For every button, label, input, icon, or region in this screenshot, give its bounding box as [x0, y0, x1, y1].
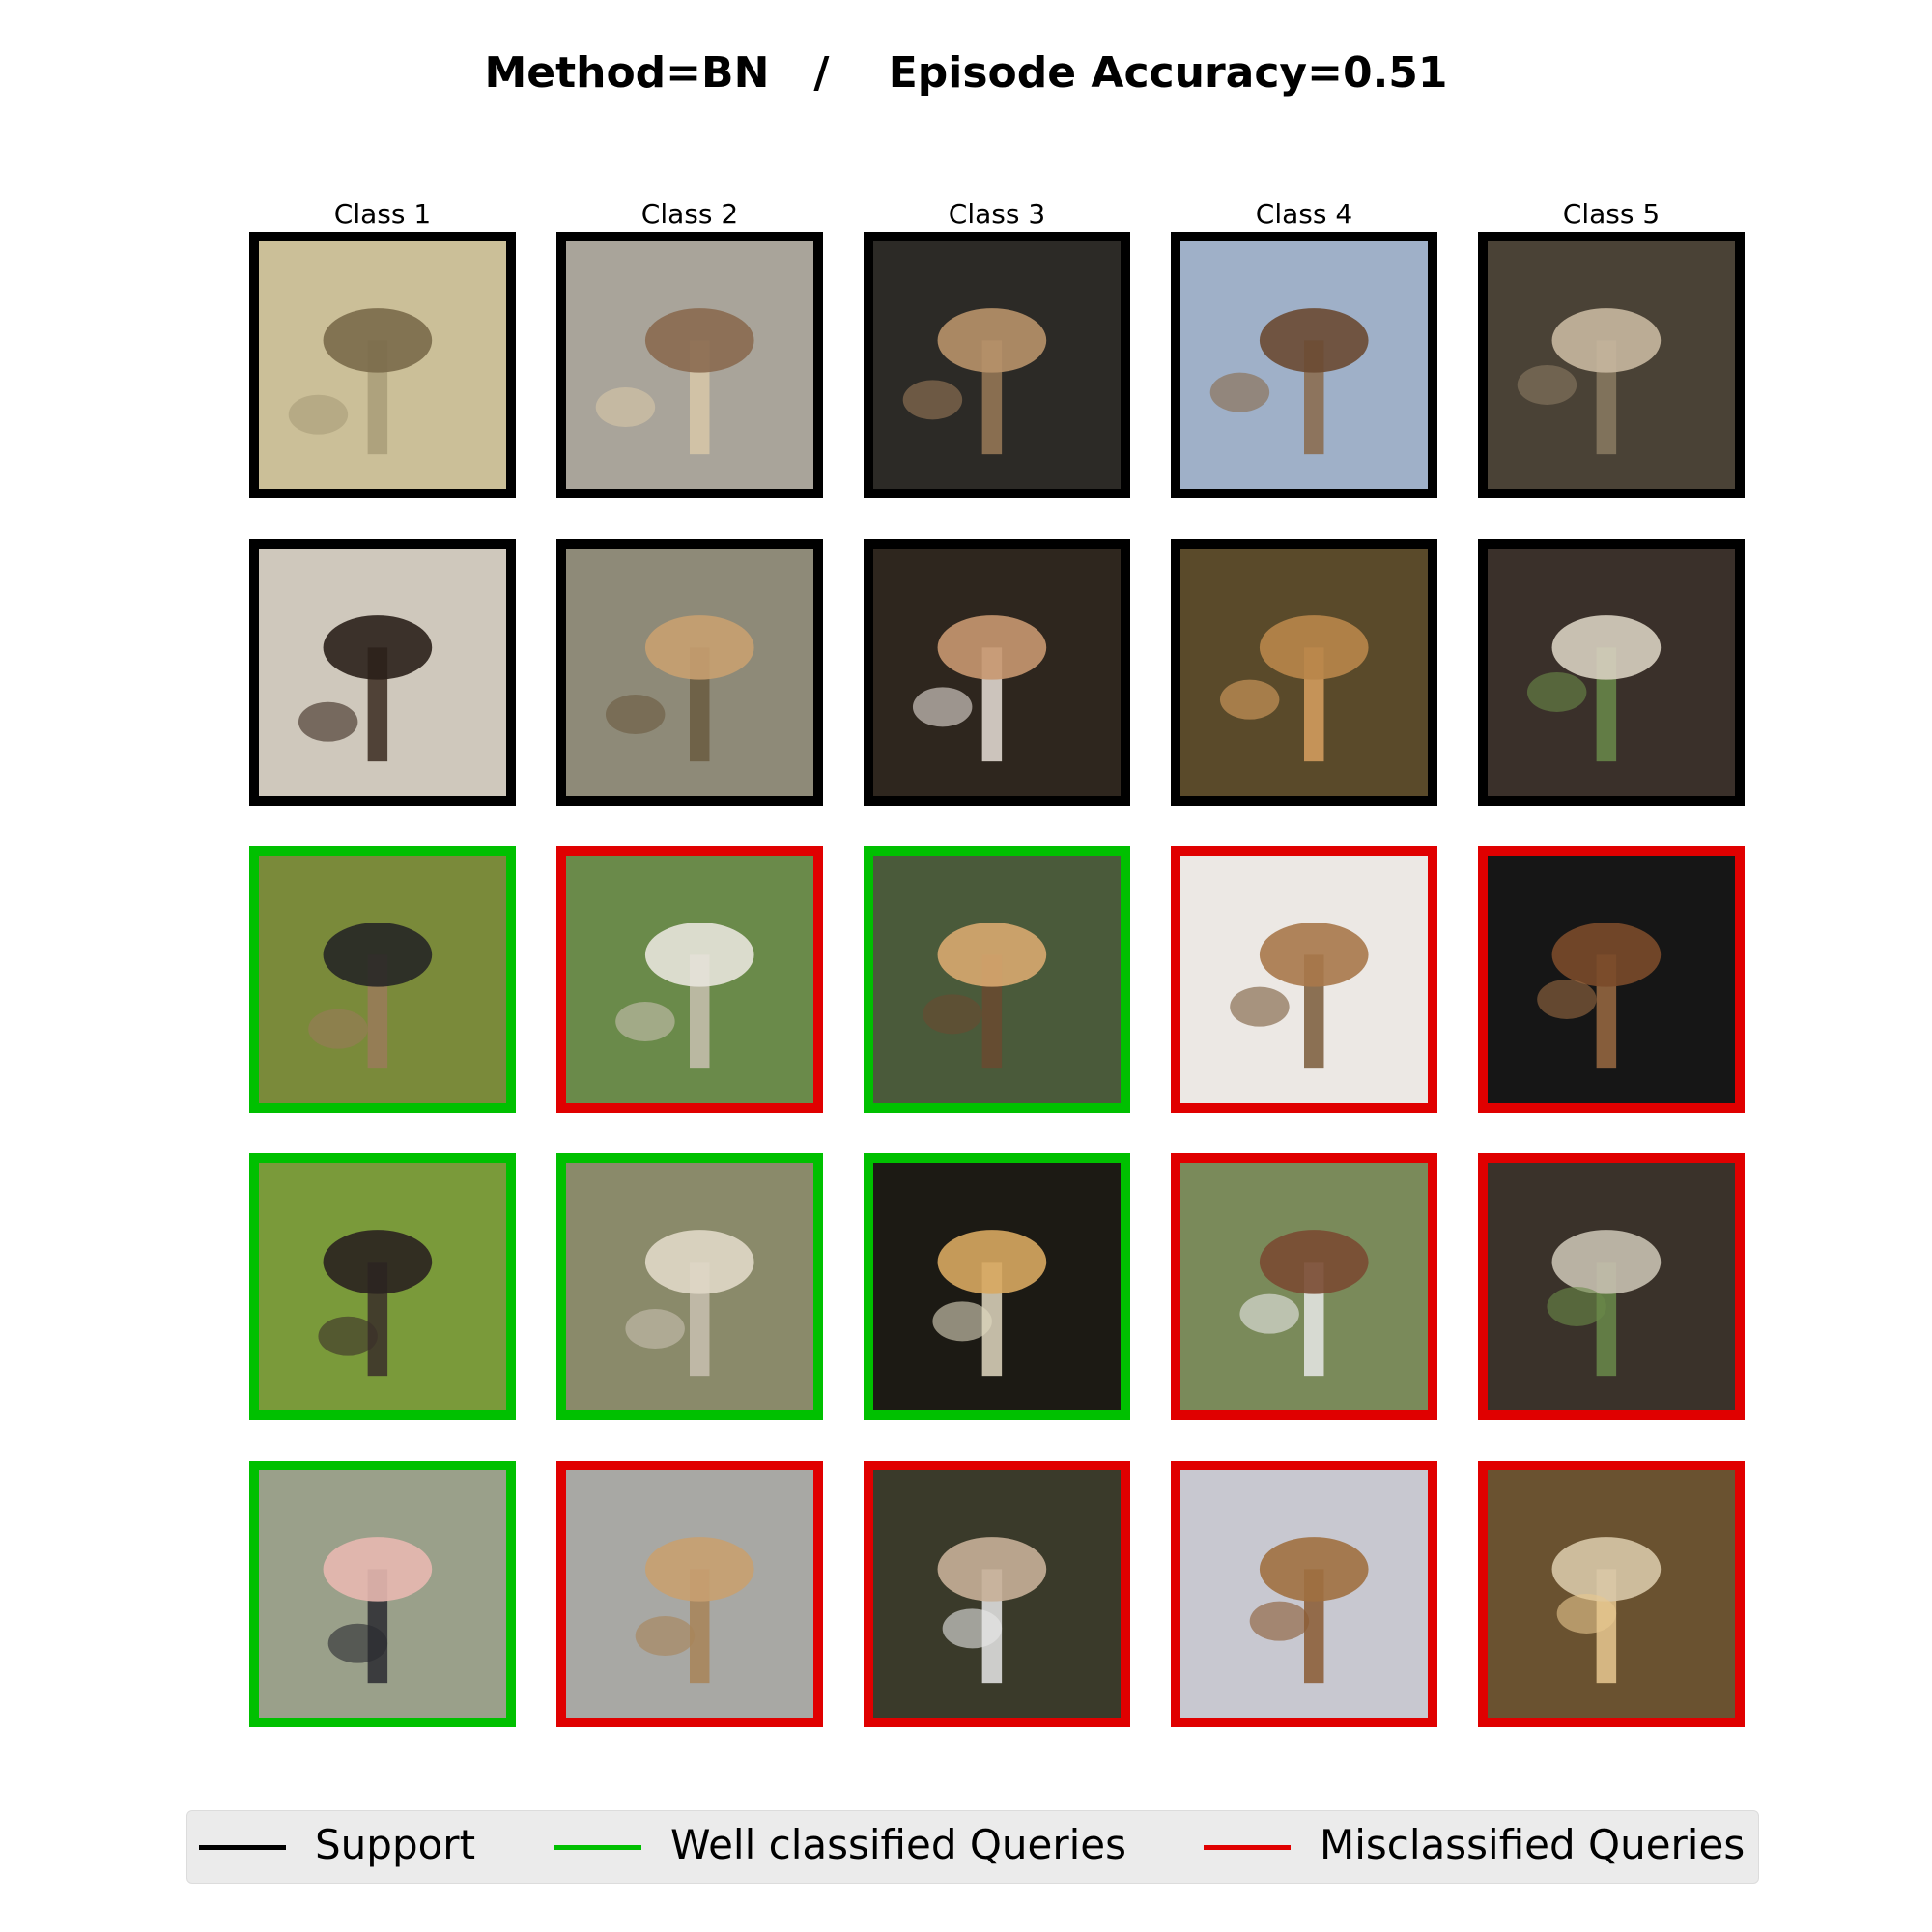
mushroom-photo-placeholder	[566, 549, 813, 796]
mushroom-photo-placeholder	[566, 1470, 813, 1718]
mushroom-photo-placeholder	[1180, 1470, 1428, 1718]
mushroom-photo-placeholder	[259, 242, 506, 489]
misclassified-query-image-r5-c3	[864, 1461, 1130, 1727]
well-classified-query-image-r5-c1	[249, 1461, 516, 1727]
support-image-r1-c4	[1171, 232, 1437, 498]
support-image-r2-c5	[1478, 539, 1745, 806]
support-image-r1-c5	[1478, 232, 1745, 498]
mushroom-photo-placeholder	[566, 1163, 813, 1410]
support-image-r1-c3	[864, 232, 1130, 498]
mushroom-photo-placeholder	[873, 1163, 1121, 1410]
support-image-r1-c1	[249, 232, 516, 498]
column-label-class-2: Class 2	[640, 198, 739, 230]
mushroom-photo-placeholder	[1180, 242, 1428, 489]
misclassified-query-image-r4-c4	[1171, 1153, 1437, 1420]
mushroom-photo-placeholder	[1180, 1163, 1428, 1410]
mushroom-photo-placeholder	[1488, 549, 1735, 796]
mushroom-photo-placeholder	[1488, 856, 1735, 1103]
mushroom-photo-placeholder	[1488, 1470, 1735, 1718]
misclassified-query-image-r5-c2	[556, 1461, 823, 1727]
support-image-r2-c4	[1171, 539, 1437, 806]
mushroom-photo-placeholder	[873, 1470, 1121, 1718]
misclassified-query-image-r5-c4	[1171, 1461, 1437, 1727]
column-label-class-3: Class 3	[948, 198, 1046, 230]
well-classified-query-image-r3-c3	[864, 846, 1130, 1113]
support-image-r1-c2	[556, 232, 823, 498]
misclassified-query-image-r3-c4	[1171, 846, 1437, 1113]
legend-support-swatch	[199, 1845, 286, 1850]
well-classified-query-image-r3-c1	[249, 846, 516, 1113]
legend: Support Well classified Queries Misclass…	[186, 1810, 1759, 1884]
legend-support-label: Support	[315, 1821, 476, 1868]
misclassified-query-image-r4-c5	[1478, 1153, 1745, 1420]
legend-well-classified-label: Well classified Queries	[670, 1821, 1127, 1868]
column-label-class-1: Class 1	[333, 198, 432, 230]
misclassified-query-image-r5-c5	[1478, 1461, 1745, 1727]
legend-misclassified-swatch	[1204, 1845, 1291, 1850]
column-label-class-4: Class 4	[1255, 198, 1353, 230]
misclassified-query-image-r3-c2	[556, 846, 823, 1113]
legend-well-classified-swatch	[554, 1845, 641, 1850]
mushroom-photo-placeholder	[873, 549, 1121, 796]
mushroom-photo-placeholder	[566, 242, 813, 489]
legend-misclassified-label: Misclassified Queries	[1320, 1821, 1746, 1868]
mushroom-photo-placeholder	[566, 856, 813, 1103]
column-label-class-5: Class 5	[1562, 198, 1661, 230]
misclassified-query-image-r3-c5	[1478, 846, 1745, 1113]
mushroom-photo-placeholder	[873, 856, 1121, 1103]
mushroom-photo-placeholder	[873, 242, 1121, 489]
support-image-r2-c2	[556, 539, 823, 806]
mushroom-photo-placeholder	[259, 549, 506, 796]
well-classified-query-image-r4-c1	[249, 1153, 516, 1420]
mushroom-photo-placeholder	[1180, 856, 1428, 1103]
mushroom-photo-placeholder	[259, 1470, 506, 1718]
well-classified-query-image-r4-c3	[864, 1153, 1130, 1420]
figure-title: Method=BN / Episode Accuracy=0.51	[484, 48, 1448, 98]
well-classified-query-image-r4-c2	[556, 1153, 823, 1420]
mushroom-photo-placeholder	[259, 1163, 506, 1410]
mushroom-photo-placeholder	[1488, 242, 1735, 489]
mushroom-photo-placeholder	[1180, 549, 1428, 796]
support-image-r2-c3	[864, 539, 1130, 806]
support-image-r2-c1	[249, 539, 516, 806]
mushroom-photo-placeholder	[1488, 1163, 1735, 1410]
mushroom-photo-placeholder	[259, 856, 506, 1103]
